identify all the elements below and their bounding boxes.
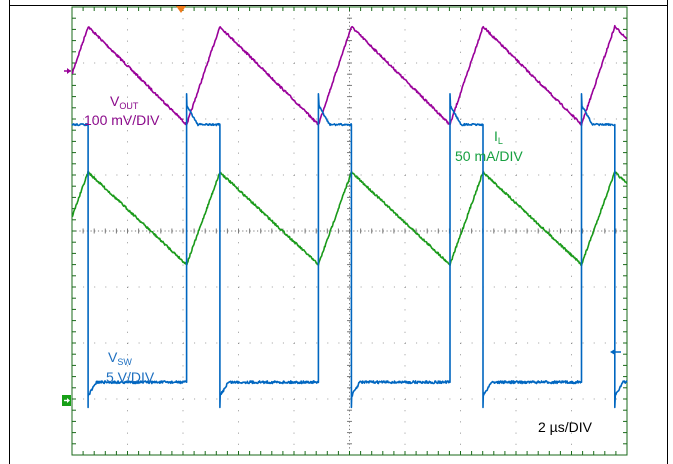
vsw-trace [71,93,628,409]
il-reference-arrowhead [610,349,615,355]
vout-channel-marker-head [67,68,71,74]
il-scale-label: 50 mA/DIV [455,148,523,164]
vsw-label: VSW [108,349,132,367]
trigger-position-marker [176,6,186,13]
vout-label: VOUT [110,93,139,111]
page-frame-top [9,5,668,6]
graticule [71,6,628,456]
vout-scale-label: 100 mV/DIV [84,112,160,128]
il-label: IL [494,128,503,146]
channel-markers [62,6,621,406]
page-frame-right [667,0,668,464]
vsw-channel-marker-arrowhead [67,398,70,403]
waveform-traces [71,24,628,409]
vsw-scale-label: 5 V/DIV [106,369,155,385]
timebase-label: 2 µs/DIV [538,419,592,435]
il-trace [71,170,628,267]
page-frame-left [9,0,10,464]
vout-trace [71,24,628,127]
